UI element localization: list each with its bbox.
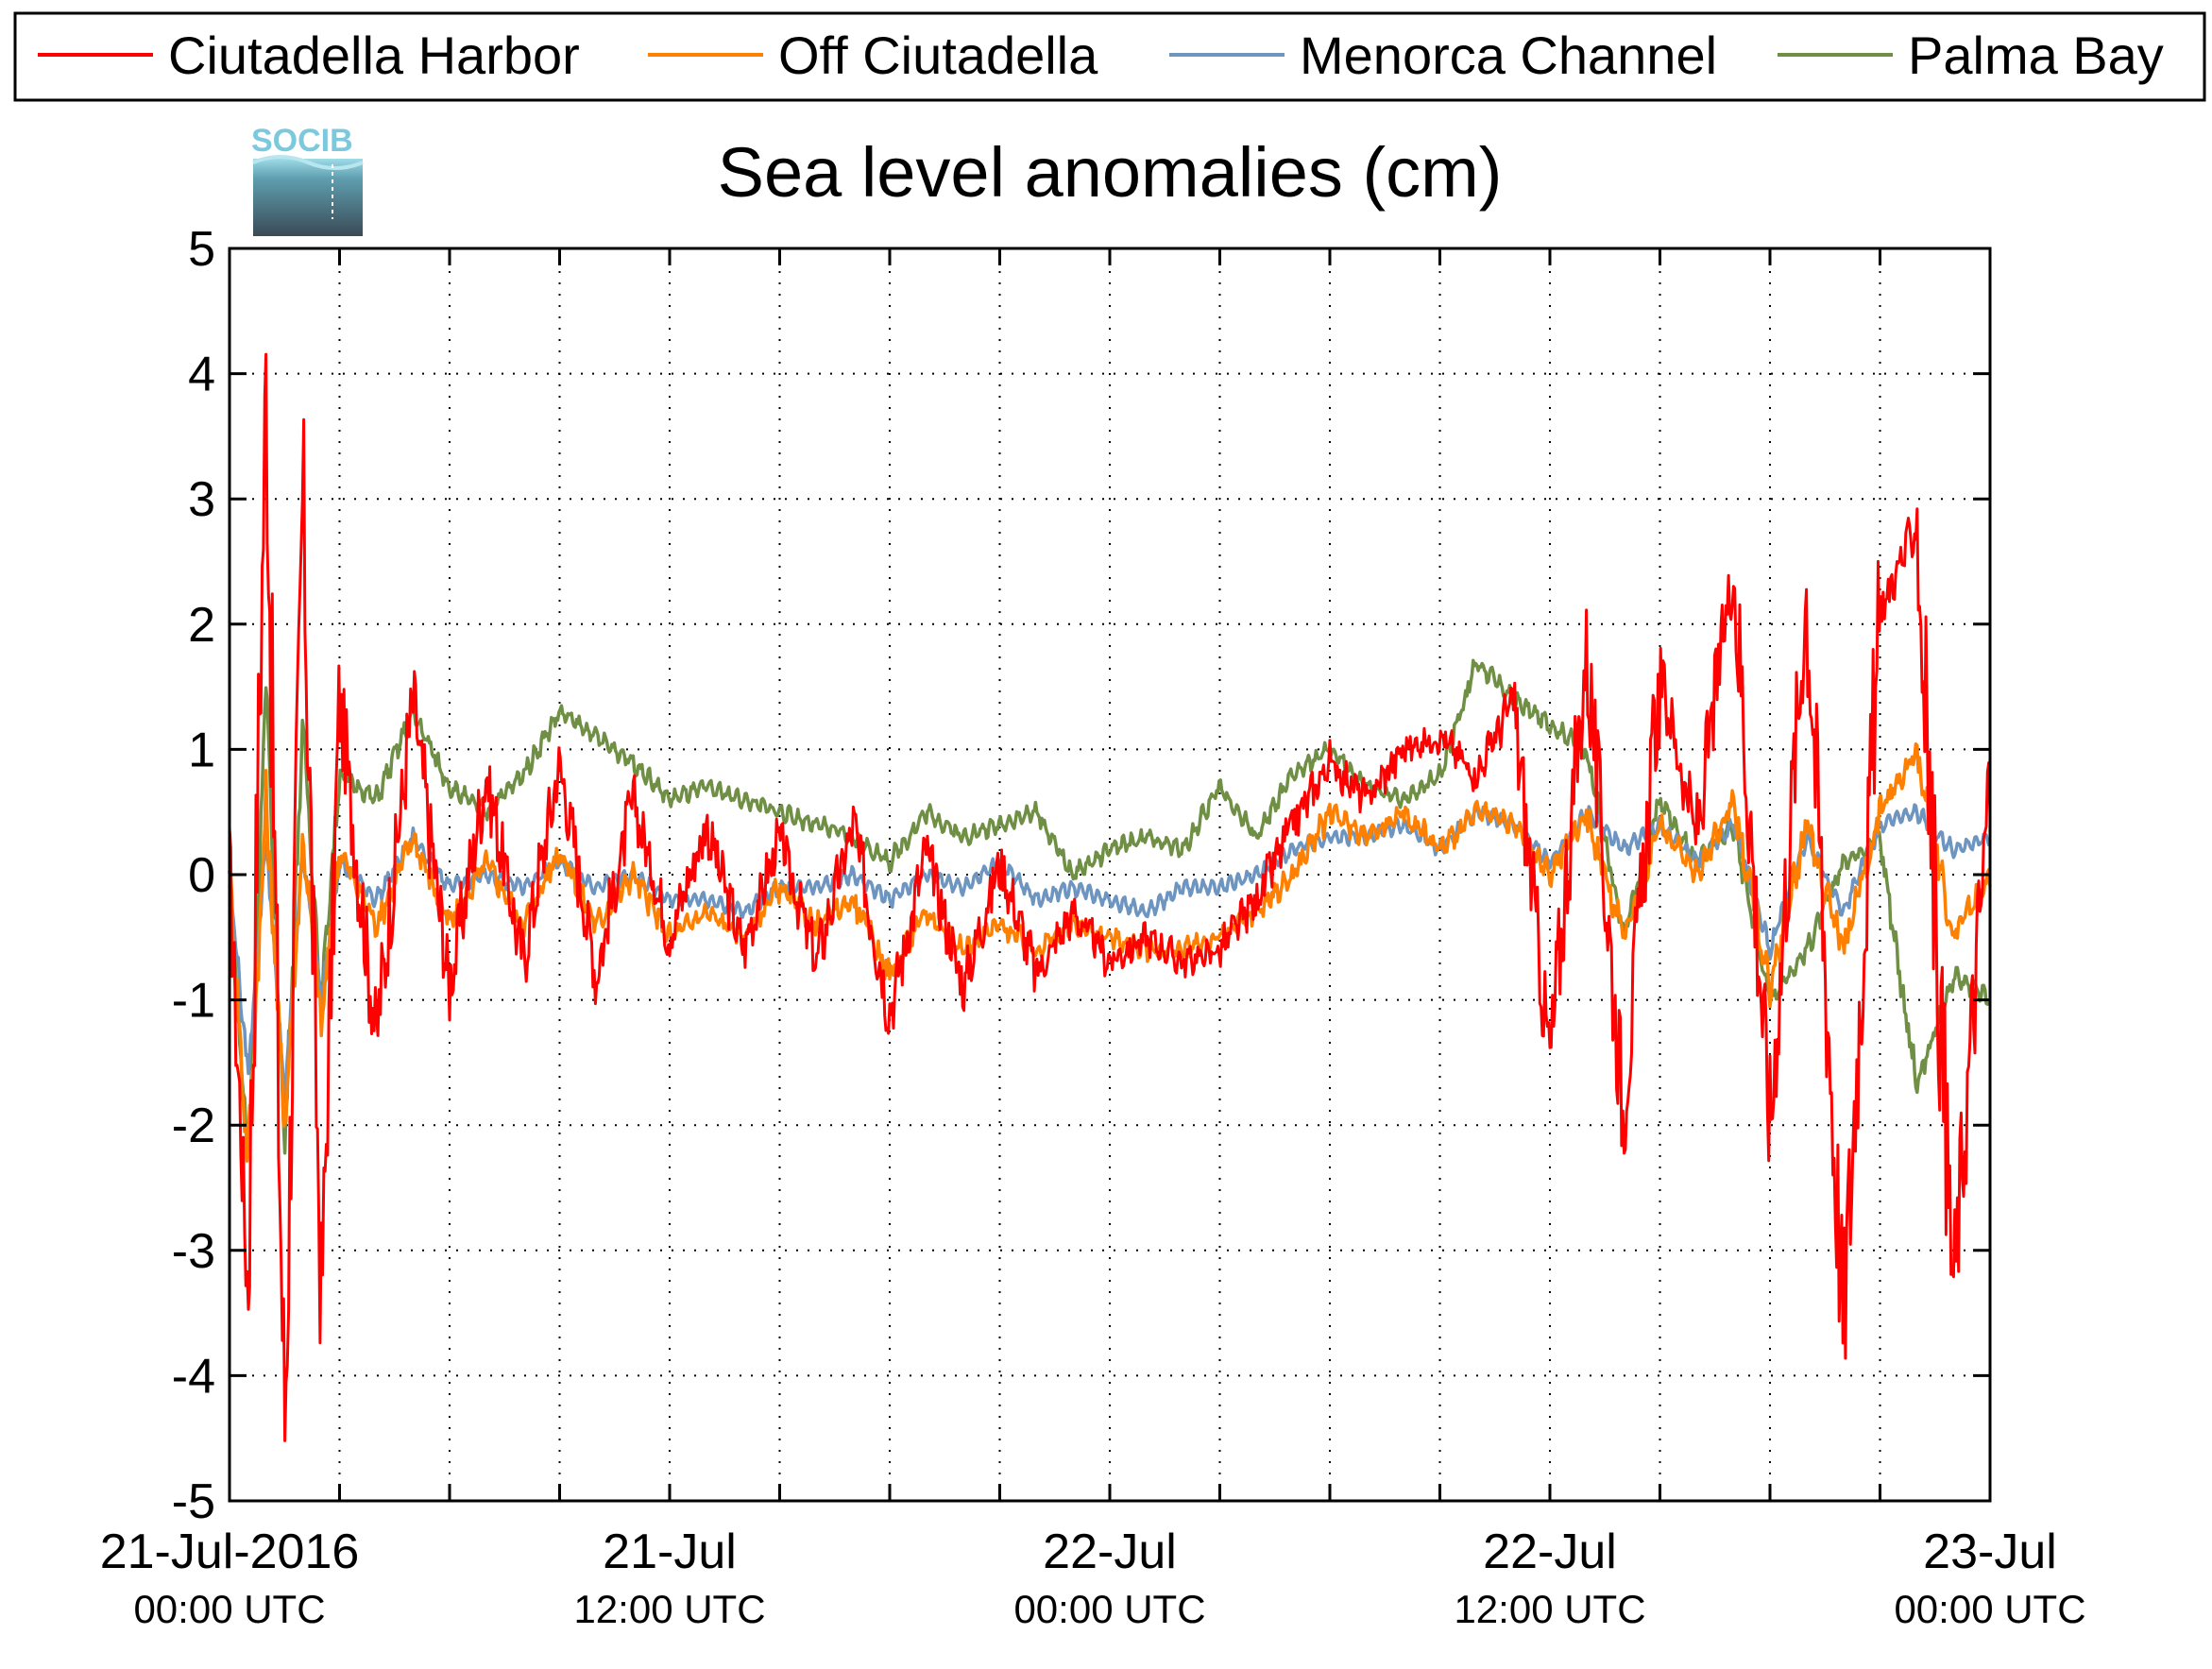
series-line-ciutadella-harbor bbox=[228, 352, 1992, 1442]
legend-label: Ciutadella Harbor bbox=[168, 26, 580, 85]
x-axis-labels: 21-Jul-2016 00:00 UTC 21-Jul 12:00 UTC 22-Ju… bbox=[100, 1524, 2086, 1631]
legend-label: Menorca Channel bbox=[1300, 26, 1717, 85]
y-tick-label: -5 bbox=[172, 1474, 215, 1529]
y-tick-label: 2 bbox=[188, 598, 215, 653]
y-tick-label: -3 bbox=[172, 1224, 215, 1279]
y-tick-label: 5 bbox=[188, 222, 215, 277]
tick-marks bbox=[230, 248, 1990, 1501]
logo-wave bbox=[252, 155, 364, 170]
x-tick-time-label: 12:00 UTC bbox=[573, 1587, 765, 1631]
legend: Ciutadella Harbor Off Ciutadella Menorca C… bbox=[13, 11, 2206, 102]
y-tick-label: 0 bbox=[188, 848, 215, 903]
y-tick-label: 4 bbox=[188, 348, 215, 402]
logo-wave-block bbox=[253, 159, 363, 236]
logo-text: SOCIB bbox=[251, 123, 353, 159]
y-tick-label: 1 bbox=[188, 723, 215, 777]
socib-logo: SOCIB bbox=[251, 123, 364, 236]
x-tick-date-label: 23-Jul bbox=[1923, 1524, 2057, 1579]
legend-items: Ciutadella Harbor Off Ciutadella Menorca C… bbox=[38, 26, 2164, 85]
y-axis-labels: 5 4 3 2 1 0 -1 -2 -3 -4 -5 bbox=[172, 222, 215, 1529]
grid-lines bbox=[230, 248, 1990, 1501]
x-tick-time-label: 12:00 UTC bbox=[1454, 1587, 1645, 1631]
y-tick-label: -1 bbox=[172, 974, 215, 1029]
chart-title: Sea level anomalies (cm) bbox=[718, 133, 1503, 212]
y-tick-label: 3 bbox=[188, 472, 215, 527]
x-tick-time-label: 00:00 UTC bbox=[1894, 1587, 2085, 1631]
plot-area bbox=[228, 247, 1992, 1503]
series-layer bbox=[228, 352, 1992, 1442]
legend-label: Palma Bay bbox=[1908, 26, 2164, 85]
x-tick-date-label: 22-Jul bbox=[1043, 1524, 1177, 1579]
x-tick-date-label: 21-Jul-2016 bbox=[100, 1524, 360, 1579]
x-tick-date-label: 22-Jul bbox=[1483, 1524, 1617, 1579]
legend-label: Off Ciutadella bbox=[778, 26, 1098, 85]
x-tick-time-label: 00:00 UTC bbox=[1013, 1587, 1205, 1631]
y-tick-label: -4 bbox=[172, 1349, 215, 1404]
series-line-menorca-channel bbox=[228, 803, 1991, 1104]
y-tick-label: -2 bbox=[172, 1098, 215, 1153]
x-tick-date-label: 21-Jul bbox=[603, 1524, 737, 1579]
x-tick-time-label: 00:00 UTC bbox=[133, 1587, 325, 1631]
